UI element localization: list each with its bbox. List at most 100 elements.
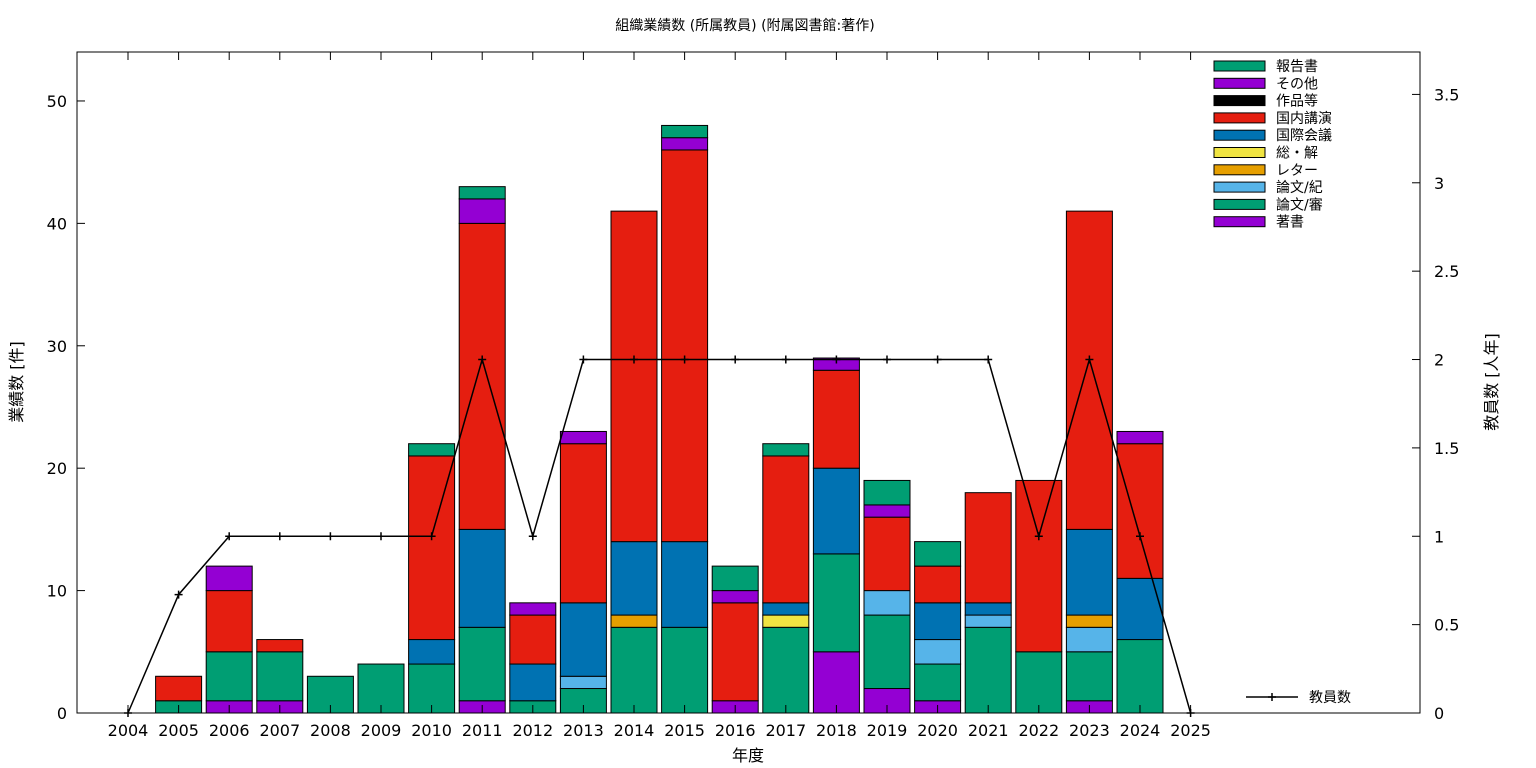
bar-segment-2017-s1 <box>762 626 810 714</box>
bar-segment-2018-s0 <box>812 651 860 714</box>
bar-segment-2013-s6 <box>559 443 607 604</box>
bar-segment-2014-s3 <box>610 614 658 628</box>
line-point-2014 <box>630 355 638 364</box>
plot-frame <box>76 51 1421 714</box>
bar-segment-2020-s6 <box>914 565 962 604</box>
line-point-2008 <box>326 532 335 541</box>
bar-segment-2023-s6 <box>1065 210 1113 530</box>
legend-label-9: 著書 <box>1276 215 1304 231</box>
bar-segment-2006-s8 <box>205 565 253 592</box>
y-axis-label: 業績数 [件] <box>7 341 26 423</box>
bar-segment-2021-s6 <box>964 492 1012 604</box>
x-tick-label-2009: 2009 <box>361 721 402 740</box>
legend-label-line: 教員数 <box>1309 690 1351 706</box>
y2-tick-label-0.5: 0.5 <box>1434 616 1459 635</box>
x-tick-label-2022: 2022 <box>1018 721 1059 740</box>
bar-segment-2011-s8 <box>458 198 506 224</box>
bar-segment-2014-s5 <box>610 541 658 616</box>
bar-segment-2020-s5 <box>914 602 962 641</box>
legend-swatch-9 <box>1213 216 1266 228</box>
bar-segment-2006-s6 <box>205 590 253 653</box>
legend-swatch-2 <box>1213 95 1266 107</box>
line-point-2007 <box>275 532 284 541</box>
bar-segment-2015-s5 <box>661 541 709 628</box>
bar-segment-2020-s1 <box>914 663 962 702</box>
legend-swatch-8 <box>1213 198 1266 210</box>
bar-segment-2014-s1 <box>610 626 658 714</box>
line-point-2005 <box>174 590 183 599</box>
x-tick-label-2011: 2011 <box>462 721 503 740</box>
bar-segment-2010-s9 <box>408 443 456 457</box>
bars-layer <box>155 124 1164 714</box>
bar-segment-2013-s5 <box>559 602 607 677</box>
y2-axis-label: 教員数 [人年] <box>1482 333 1501 431</box>
legend-label-0: 報告書 <box>1276 59 1318 75</box>
x-tick-label-2005: 2005 <box>158 721 199 740</box>
bar-segment-2018-s6 <box>812 369 860 469</box>
bar-segment-2015-s6 <box>661 149 709 543</box>
line-point-2011 <box>478 355 487 364</box>
line-point-2009 <box>377 532 385 541</box>
legend-label-3: 国内講演 <box>1276 111 1332 127</box>
bar-segment-2011-s6 <box>458 222 506 530</box>
x-tick-label-2010: 2010 <box>411 721 452 740</box>
x-tick-label-2021: 2021 <box>968 721 1009 740</box>
y2-tick-label-2: 2 <box>1434 351 1444 370</box>
bar-segment-2023-s1 <box>1065 651 1113 702</box>
bar-segment-2023-s3 <box>1065 614 1113 628</box>
x-tick-label-2007: 2007 <box>259 721 300 740</box>
line-point-2010 <box>427 532 436 541</box>
x-tick-label-2024: 2024 <box>1120 721 1161 740</box>
x-tick-label-2025: 2025 <box>1170 721 1211 740</box>
bar-segment-2011-s1 <box>458 626 506 702</box>
legend-swatch-3 <box>1213 112 1266 124</box>
line-point-2020 <box>933 355 942 364</box>
legend-swatch-4 <box>1213 129 1266 141</box>
bar-segment-2024-s6 <box>1116 443 1164 579</box>
y2-tick-label-2.5: 2.5 <box>1434 262 1459 281</box>
legend-swatch-0 <box>1213 60 1266 72</box>
bar-segment-2012-s5 <box>509 663 557 702</box>
bar-segment-2007-s1 <box>256 651 304 702</box>
bar-segment-2014-s6 <box>610 210 658 543</box>
line-point-2022 <box>1034 532 1043 541</box>
bar-segment-2015-s1 <box>661 626 709 714</box>
line-point-2023 <box>1085 355 1094 364</box>
y2-tick-label-3.5: 3.5 <box>1434 85 1459 104</box>
x-tick-label-2017: 2017 <box>765 721 806 740</box>
legend-line-marker <box>1268 693 1276 701</box>
line-point-2013 <box>579 355 588 364</box>
bar-segment-2021-s2 <box>964 614 1012 628</box>
x-tick-label-2015: 2015 <box>664 721 705 740</box>
y-tick-label-10: 10 <box>47 582 67 601</box>
legend-swatch-5 <box>1213 147 1266 158</box>
bar-segment-2024-s1 <box>1116 639 1164 714</box>
bar-segment-2022-s6 <box>1015 479 1063 653</box>
bar-segment-2015-s8 <box>661 137 709 151</box>
bar-segment-2011-s5 <box>458 528 506 628</box>
legend-label-5: 総・解 <box>1276 146 1318 162</box>
x-tick-label-2019: 2019 <box>867 721 908 740</box>
bar-segment-2013-s8 <box>559 430 607 445</box>
legend-label-4: 国際会議 <box>1276 127 1332 144</box>
bar-segment-2021-s5 <box>964 602 1012 616</box>
bar-segment-2023-s2 <box>1065 626 1113 653</box>
legend-label-8: 論文/審 <box>1276 197 1323 213</box>
bar-segment-2020-s2 <box>914 639 962 665</box>
bar-segment-2015-s9 <box>661 124 709 139</box>
line-point-2015 <box>680 355 689 364</box>
line-point-2017 <box>781 355 790 364</box>
line-point-2012 <box>528 532 537 541</box>
bar-segment-2017-s9 <box>762 443 810 457</box>
y2-tick-label-3: 3 <box>1434 174 1444 193</box>
bar-segment-2019-s8 <box>863 504 911 518</box>
y-tick-label-0: 0 <box>57 704 67 723</box>
bar-segment-2013-s2 <box>559 675 607 690</box>
bar-segment-2019-s9 <box>863 479 911 506</box>
x-tick-label-2018: 2018 <box>816 721 857 740</box>
ticks-layer: 0 10 20 30 40 50 0 0.5 1 1.5 2 2.5 3 3.5 2004 2005 2006 2… <box>47 52 1459 740</box>
bar-segment-2022-s1 <box>1015 651 1063 714</box>
bar-segment-2020-s9 <box>914 541 962 567</box>
frame-layer <box>76 51 1421 714</box>
